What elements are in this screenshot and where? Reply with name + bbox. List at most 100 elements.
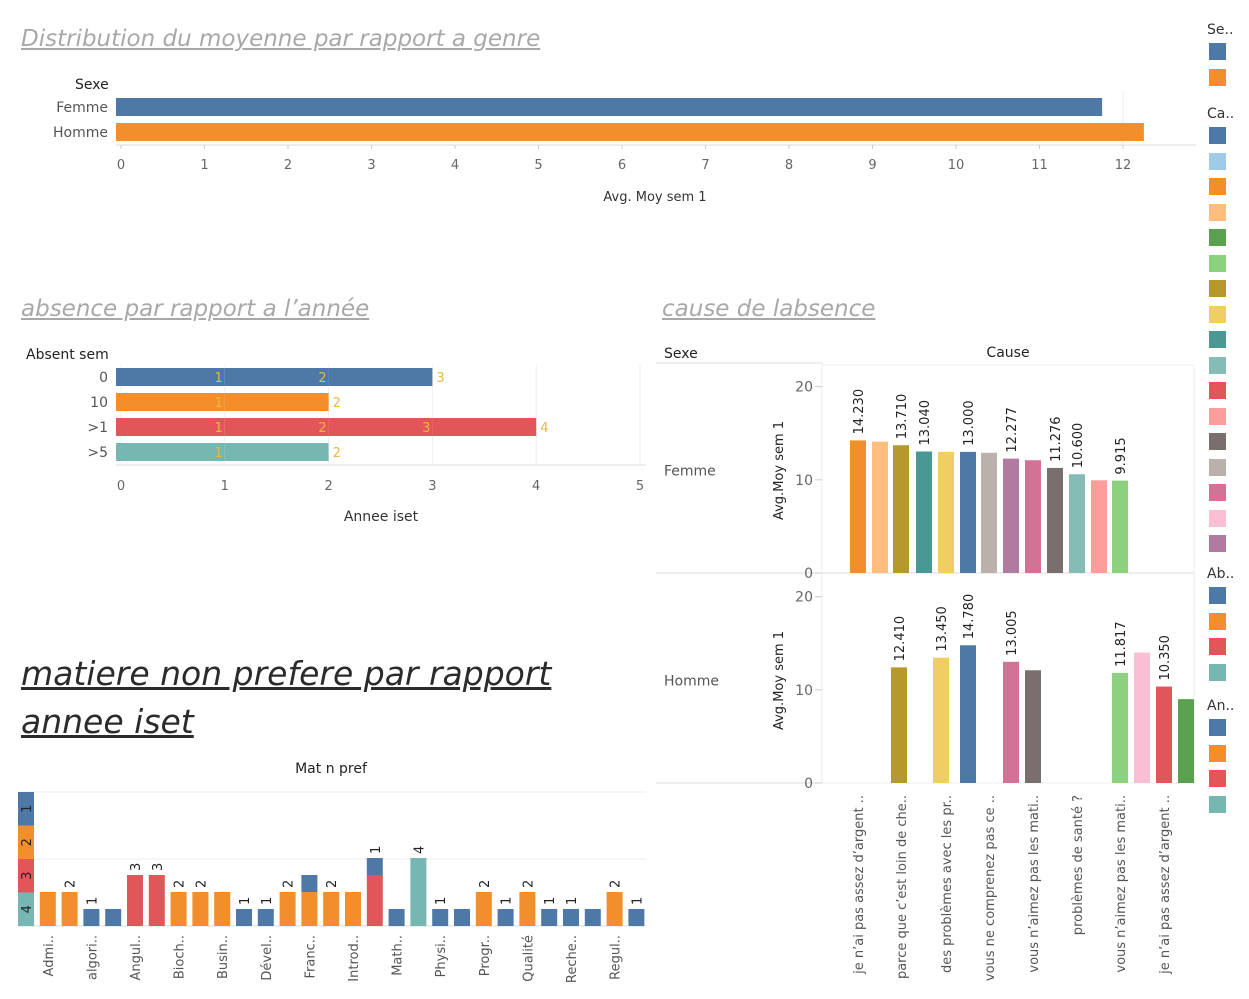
chart3-bar-label: 14.230 — [852, 389, 867, 435]
chart4-bar-segment — [301, 892, 318, 926]
chart4-bar-segment — [105, 909, 122, 926]
chart1-tick-label: 11 — [1031, 158, 1048, 173]
legend-swatch[interactable] — [1209, 382, 1226, 399]
chart1-tick-label: 12 — [1115, 158, 1132, 173]
chart4-bar-label: 1 — [434, 897, 449, 905]
legend-swatch[interactable] — [1209, 795, 1226, 813]
chart4-bar-segment — [345, 892, 361, 926]
chart4-bar-label: 2 — [478, 880, 493, 888]
chart1-tick-label: 1 — [200, 158, 208, 173]
chart3-category-label: vous ne comprenez pas ce .. — [983, 795, 998, 981]
chart3-bar-label: 14.780 — [962, 594, 977, 640]
chart3-tick-label: 10 — [795, 683, 813, 699]
chart4-bar-label: 2 — [282, 880, 297, 888]
legend-swatch[interactable] — [1209, 305, 1226, 323]
chart4-bar-segment — [192, 892, 209, 926]
chart2-category-label: >1 — [87, 420, 108, 436]
legend-swatch[interactable] — [1209, 152, 1226, 170]
legend-section-title: An.. — [1207, 698, 1235, 714]
chart4-bar-segment — [497, 909, 514, 926]
chart2-bar-segment — [224, 368, 329, 386]
chart2-category-label: 10 — [90, 395, 108, 411]
chart4-bar-segment — [584, 909, 601, 926]
legend-swatch[interactable] — [1209, 203, 1226, 221]
chart2-tick-label: 3 — [428, 479, 436, 494]
chart1-tick-label: 7 — [701, 158, 709, 173]
chart3-category-label: je n’ai pas assez d’argent .. — [1158, 795, 1173, 975]
chart1-x-axis-label: Avg. Moy sem 1 — [603, 190, 706, 205]
chart3-bar — [938, 451, 954, 573]
legend-swatch[interactable] — [1209, 509, 1226, 527]
chart3-bar — [891, 667, 907, 783]
chart2-segment-label: 3 — [422, 421, 430, 436]
legend-swatch[interactable] — [1209, 663, 1226, 681]
legend-swatch[interactable] — [1209, 484, 1226, 501]
chart2-segment-label: 3 — [436, 371, 444, 386]
legend-swatch[interactable] — [1209, 587, 1226, 604]
chart4-bar-label: 3 — [20, 872, 35, 880]
legend-swatch[interactable] — [1209, 331, 1226, 348]
legend-swatch[interactable] — [1209, 744, 1226, 762]
chart2-tick-label: 5 — [636, 479, 644, 494]
chart3-bar — [1025, 670, 1041, 783]
chart4-bar-label: 3 — [129, 863, 144, 871]
chart4-bar-label: 1 — [238, 897, 253, 905]
chart4-tick-label: Introd.. — [347, 935, 362, 982]
chart4-bar-label: 2 — [609, 880, 624, 888]
legend-swatch[interactable] — [1209, 535, 1226, 552]
legend-swatch[interactable] — [1209, 356, 1226, 374]
chart3-bar — [1003, 458, 1019, 573]
legend-swatch[interactable] — [1209, 254, 1226, 272]
chart1-tick-label: 5 — [534, 158, 542, 173]
chart4-bar-segment — [475, 892, 492, 926]
chart4-bar-segment — [83, 909, 100, 926]
chart4-bar-label: 1 — [20, 805, 35, 813]
chart3-tick-label: 0 — [804, 566, 813, 582]
chart4-bar-label: 2 — [20, 838, 35, 846]
chart1-tick-label: 9 — [868, 158, 876, 173]
chart2-segment-label: 4 — [540, 421, 548, 436]
chart4-bar-segment — [541, 909, 558, 926]
chart3-bar-label: 11.276 — [1049, 416, 1064, 462]
chart4-bar-segment — [279, 892, 296, 926]
legend-swatch[interactable] — [1209, 612, 1226, 630]
legend-swatch[interactable] — [1209, 407, 1226, 425]
legend-swatch[interactable] — [1209, 280, 1226, 297]
chart2-bar-segment — [116, 368, 225, 386]
chart4-bar-segment — [366, 858, 383, 875]
chart4-bar-segment — [410, 858, 427, 926]
legend-swatch[interactable] — [1209, 458, 1226, 476]
chart4-bar-segment — [18, 825, 34, 859]
legend-swatch[interactable] — [1209, 68, 1226, 86]
legend-section-title: Ab.. — [1207, 566, 1235, 582]
legend-swatch[interactable] — [1209, 43, 1226, 60]
legend-swatch[interactable] — [1209, 127, 1226, 144]
chart2-bar-segment — [116, 393, 225, 411]
chart3-tick-label: 20 — [795, 590, 813, 606]
legend-swatch[interactable] — [1209, 178, 1226, 195]
chart3-bar-label: 11.817 — [1114, 621, 1129, 667]
chart4-tick-label: Franc.. — [303, 935, 318, 979]
chart4-svg: Mat n pref43212133221122231412121121Admi… — [18, 761, 646, 983]
chart3-bar-label: 13.005 — [1005, 610, 1020, 656]
chart4-tick-label: Reche.. — [565, 935, 580, 983]
legend-swatch[interactable] — [1209, 433, 1226, 450]
chart4-bar-label: 3 — [151, 863, 166, 871]
legend-swatch[interactable] — [1209, 229, 1226, 246]
chart4-tick-label: Bioch.. — [173, 935, 188, 979]
chart3-row-header: Sexe — [664, 346, 698, 362]
chart3-bar — [1025, 460, 1041, 573]
legend-swatch[interactable] — [1209, 770, 1226, 787]
chart3-bar-label: 13.040 — [918, 400, 933, 446]
chart4-tick-label: Angul.. — [129, 935, 144, 981]
chart2-title: absence par rapport a l’année — [21, 296, 370, 322]
legend-swatch[interactable] — [1209, 638, 1226, 655]
chart2-tick-label: 4 — [532, 479, 540, 494]
chart4-bar-label: 4 — [412, 846, 427, 854]
chart3-category-label: parce que c’est loin de che.. — [895, 795, 910, 979]
legend-swatch[interactable] — [1209, 719, 1226, 736]
chart4-bar-segment — [563, 909, 579, 926]
chart4-bar-segment — [61, 892, 78, 926]
chart3-category-label: je n’ai pas assez d’argent .. — [852, 795, 867, 975]
